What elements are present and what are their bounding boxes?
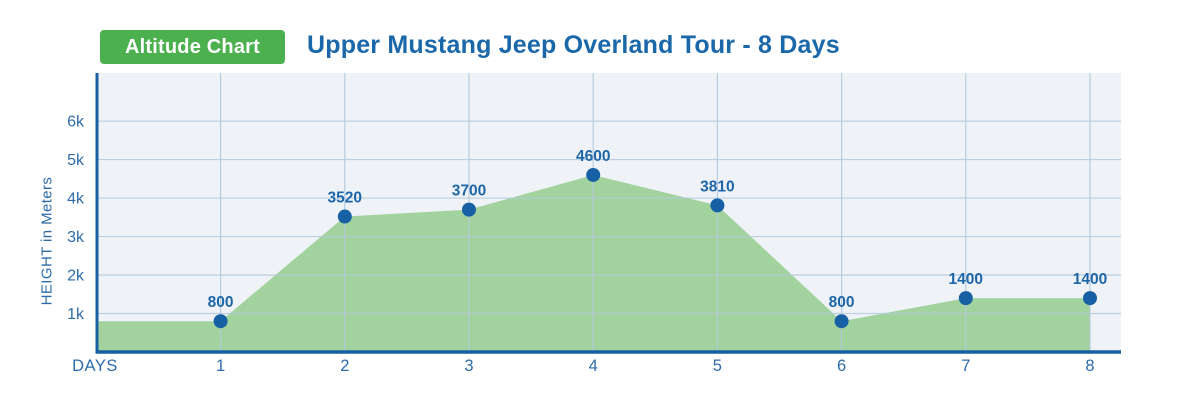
y-tick-label-4k: 4k: [67, 191, 85, 208]
x-tick-label-day-6: 6: [837, 357, 846, 375]
data-point-value-day-8: 1400: [1073, 271, 1107, 288]
data-point-value-day-5: 3810: [700, 178, 734, 195]
x-tick-label-day-3: 3: [464, 357, 473, 375]
chart-title: Upper Mustang Jeep Overland Tour - 8 Day…: [307, 31, 840, 59]
data-point-day-2: [337, 209, 352, 224]
data-point-day-7: [958, 291, 973, 306]
x-tick-label-day-7: 7: [961, 357, 970, 375]
data-point-day-1: [213, 314, 228, 329]
data-point-value-day-3: 3700: [452, 183, 486, 200]
data-point-day-5: [710, 198, 725, 213]
data-point-value-day-2: 3520: [328, 190, 362, 207]
data-point-value-day-1: 800: [208, 294, 234, 311]
x-tick-label-day-8: 8: [1085, 357, 1094, 375]
data-point-day-8: [1083, 291, 1097, 306]
x-tick-label-day-4: 4: [589, 357, 598, 375]
y-tick-label-5k: 5k: [67, 152, 85, 169]
data-point-day-6: [834, 314, 849, 329]
y-tick-label-3k: 3k: [67, 229, 85, 246]
y-tick-label-1k: 1k: [67, 306, 85, 323]
y-tick-label-2k: 2k: [67, 268, 85, 285]
x-tick-label-day-2: 2: [340, 357, 349, 375]
data-point-day-4: [586, 167, 601, 182]
x-tick-label-day-1: 1: [216, 357, 225, 375]
x-axis-label: DAYS: [72, 357, 118, 375]
x-tick-label-day-5: 5: [713, 357, 722, 375]
y-tick-label-6k: 6k: [67, 114, 85, 131]
data-point-value-day-4: 4600: [576, 148, 610, 165]
data-point-value-day-6: 800: [829, 294, 855, 311]
data-point-day-3: [462, 202, 476, 217]
altitude-chart-badge: Altitude Chart: [100, 30, 285, 64]
data-point-value-day-7: 1400: [949, 271, 983, 288]
